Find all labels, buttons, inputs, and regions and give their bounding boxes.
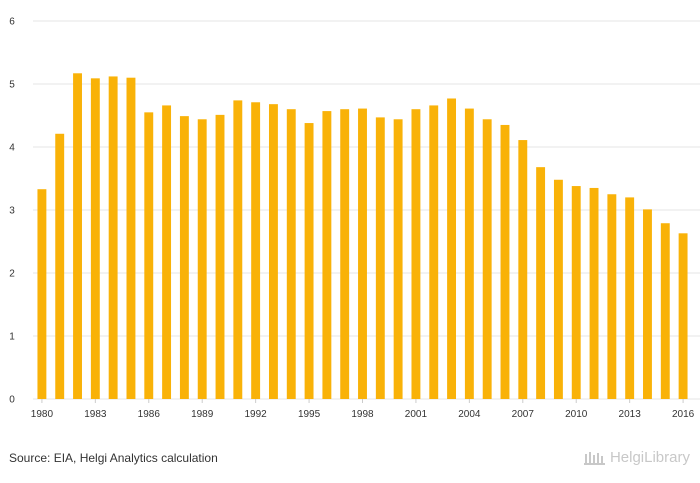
bar-2003[interactable] <box>447 98 457 400</box>
bar-2006[interactable] <box>500 124 510 399</box>
x-tick-label: 1986 <box>138 409 161 420</box>
bar-1997[interactable] <box>340 109 350 399</box>
bar-1984[interactable] <box>108 76 118 399</box>
bar-2011[interactable] <box>589 187 599 399</box>
bar-1989[interactable] <box>197 119 207 399</box>
bar-2004[interactable] <box>464 108 474 399</box>
x-tick-label: 1998 <box>351 409 374 420</box>
y-tick-label: 4 <box>9 143 15 154</box>
bar-1990[interactable] <box>215 114 225 400</box>
bar-1993[interactable] <box>268 104 278 399</box>
bar-2002[interactable] <box>429 105 439 400</box>
brand-logo[interactable]: HelgiLibrary <box>583 449 690 466</box>
bar-2010[interactable] <box>571 186 581 399</box>
bar-1980[interactable] <box>37 189 47 399</box>
y-tick-label: 3 <box>9 206 15 217</box>
x-tick-label: 1983 <box>84 409 107 420</box>
x-tick-label: 1989 <box>191 409 214 420</box>
x-tick-label: 1995 <box>298 409 321 420</box>
bar-1999[interactable] <box>375 117 385 399</box>
x-tick-label: 2016 <box>672 409 695 420</box>
bar-1983[interactable] <box>90 78 100 399</box>
y-tick-label: 0 <box>9 395 15 406</box>
bar-2012[interactable] <box>607 194 617 399</box>
bar-2001[interactable] <box>411 109 421 399</box>
x-tick-label: 2013 <box>619 409 642 420</box>
bar-2009[interactable] <box>553 179 563 399</box>
y-tick-label: 5 <box>9 80 15 91</box>
library-columns-icon <box>583 451 605 465</box>
bar-2000[interactable] <box>393 119 403 399</box>
y-tick-label: 6 <box>9 17 15 28</box>
x-tick-label: 2007 <box>512 409 535 420</box>
y-axis-ticks: 0 1 2 3 4 5 6 <box>9 17 15 406</box>
bar-2015[interactable] <box>660 223 670 399</box>
x-tick-label: 2001 <box>405 409 428 420</box>
source-note: Source: EIA, Helgi Analytics calculation <box>9 451 218 465</box>
bar-2016[interactable] <box>678 233 688 399</box>
brand-name: HelgiLibrary <box>609 449 690 466</box>
bar-1992[interactable] <box>251 102 261 400</box>
x-tick-label: 1980 <box>31 409 54 420</box>
bar-1988[interactable] <box>179 116 189 399</box>
y-tick-label: 1 <box>9 332 15 343</box>
bar-2008[interactable] <box>536 167 546 399</box>
bars <box>37 73 688 400</box>
bar-1982[interactable] <box>73 73 82 399</box>
bar-1986[interactable] <box>144 112 154 399</box>
bar-1981[interactable] <box>55 133 65 399</box>
x-tick-label: 1992 <box>245 409 268 420</box>
x-tick-label: 2010 <box>565 409 588 420</box>
bar-2005[interactable] <box>482 119 492 399</box>
bar-2013[interactable] <box>625 197 635 399</box>
bar-1994[interactable] <box>286 109 296 399</box>
bar-1987[interactable] <box>162 105 172 400</box>
x-axis-ticks: 1980 1983 1986 1989 1992 1995 1998 2001 2004 2007… <box>31 399 695 420</box>
bar-2007[interactable] <box>518 140 528 399</box>
bar-1985[interactable] <box>126 77 136 399</box>
bar-1998[interactable] <box>358 108 367 399</box>
x-tick-label: 2004 <box>458 409 481 420</box>
bar-chart: 0 1 2 3 4 5 6 1980 1983 1986 1989 1992 1995 1998 2001… <box>9 17 700 420</box>
bar-1996[interactable] <box>322 111 332 399</box>
bar-1991[interactable] <box>233 100 243 399</box>
y-tick-label: 2 <box>9 269 15 280</box>
bar-2014[interactable] <box>643 209 652 399</box>
bar-1995[interactable] <box>304 123 314 399</box>
